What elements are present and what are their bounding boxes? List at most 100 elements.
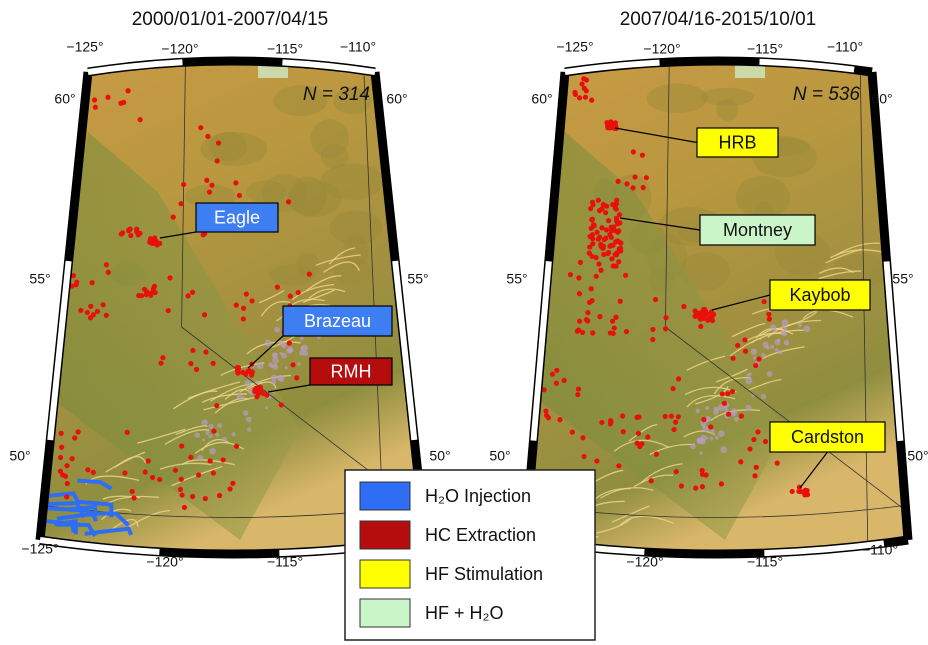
- peak: [778, 350, 782, 354]
- event-dot: [227, 486, 232, 491]
- event-dot: [596, 198, 601, 203]
- peak: [265, 340, 272, 347]
- peak: [761, 353, 766, 358]
- event-dot: [720, 391, 725, 396]
- event-dot: [171, 215, 176, 220]
- peak: [279, 377, 284, 382]
- event-dot: [679, 483, 684, 488]
- event-dot: [203, 349, 208, 354]
- peak: [202, 438, 205, 441]
- lon-label: −125°: [66, 39, 103, 55]
- event-dot: [180, 492, 185, 497]
- event-dot: [296, 290, 301, 295]
- event-dot: [617, 246, 622, 251]
- legend-swatch: [360, 599, 410, 627]
- event-dot: [196, 472, 201, 477]
- event-dot: [160, 355, 165, 360]
- event-dot: [234, 303, 239, 308]
- peak: [243, 410, 249, 416]
- event-dot: [599, 244, 604, 249]
- event-dot: [576, 275, 581, 280]
- peak: [774, 340, 780, 346]
- event-dot: [64, 494, 69, 499]
- peak: [767, 371, 773, 377]
- legend: H₂O InjectionHC ExtractionHF Stimulation…: [345, 470, 595, 640]
- event-dot: [236, 365, 241, 370]
- event-dot: [730, 356, 735, 361]
- panel-title: 2000/01/01-2007/04/15: [132, 9, 329, 30]
- peak: [245, 380, 252, 387]
- event-dot: [597, 314, 602, 319]
- event-dot: [614, 201, 619, 206]
- event-dot: [215, 158, 220, 163]
- event-dot: [613, 251, 618, 256]
- event-dot: [708, 424, 713, 429]
- event-dot: [584, 317, 589, 322]
- event-dot: [149, 238, 154, 243]
- lat-label: 50°: [907, 448, 928, 464]
- event-dot: [104, 262, 109, 267]
- event-dot: [101, 302, 106, 307]
- callout-label: Montney: [723, 220, 792, 240]
- peak: [272, 353, 278, 359]
- event-dot: [190, 494, 195, 499]
- event-dot: [49, 333, 54, 338]
- event-dot: [613, 239, 618, 244]
- event-dot: [595, 230, 600, 235]
- event-dot: [753, 363, 758, 368]
- peak: [197, 455, 203, 461]
- event-dot: [105, 95, 110, 100]
- event-dot: [70, 456, 75, 461]
- event-dot: [93, 105, 98, 110]
- peak: [763, 342, 769, 348]
- event-dot: [703, 309, 708, 314]
- event-dot: [614, 207, 619, 212]
- event-dot: [65, 481, 70, 486]
- peak: [222, 437, 227, 442]
- event-dot: [249, 372, 254, 377]
- event-dot: [85, 467, 90, 472]
- lon-label: −110°: [340, 39, 376, 55]
- event-dot: [244, 291, 249, 296]
- legend-label: H₂O Injection: [425, 486, 531, 506]
- event-dot: [604, 227, 609, 232]
- event-dot: [636, 431, 641, 436]
- event-dot: [233, 180, 238, 185]
- lat-label: 60°: [531, 91, 552, 107]
- event-dot: [131, 495, 136, 500]
- event-dot: [74, 279, 79, 284]
- event-dot: [588, 206, 593, 211]
- peak: [257, 362, 264, 369]
- event-dot: [725, 391, 730, 396]
- plateau: [320, 163, 383, 199]
- event-dot: [653, 297, 658, 302]
- event-dot: [204, 178, 209, 183]
- peak: [282, 343, 287, 348]
- event-dot: [616, 463, 621, 468]
- peak: [231, 432, 235, 436]
- event-dot: [190, 348, 195, 353]
- event-dot: [623, 273, 628, 278]
- plateau: [736, 176, 790, 219]
- peak: [300, 337, 304, 341]
- event-dot: [616, 179, 621, 184]
- event-dot: [590, 236, 595, 241]
- event-dot: [143, 469, 148, 474]
- event-dot: [188, 361, 193, 366]
- event-dot: [608, 243, 613, 248]
- peak: [289, 348, 293, 352]
- lon-label: −115°: [267, 554, 303, 570]
- lat-label: 55°: [892, 271, 913, 287]
- event-dot: [594, 274, 599, 279]
- event-dot: [608, 418, 613, 423]
- event-dot: [209, 183, 214, 188]
- event-dot: [620, 413, 625, 418]
- event-dot: [577, 95, 582, 100]
- peak: [797, 323, 802, 328]
- event-dot: [290, 362, 295, 367]
- peak: [770, 345, 774, 349]
- event-dot: [624, 181, 629, 186]
- event-dot: [550, 372, 555, 377]
- event-dot: [663, 326, 668, 331]
- event-dot: [618, 240, 623, 245]
